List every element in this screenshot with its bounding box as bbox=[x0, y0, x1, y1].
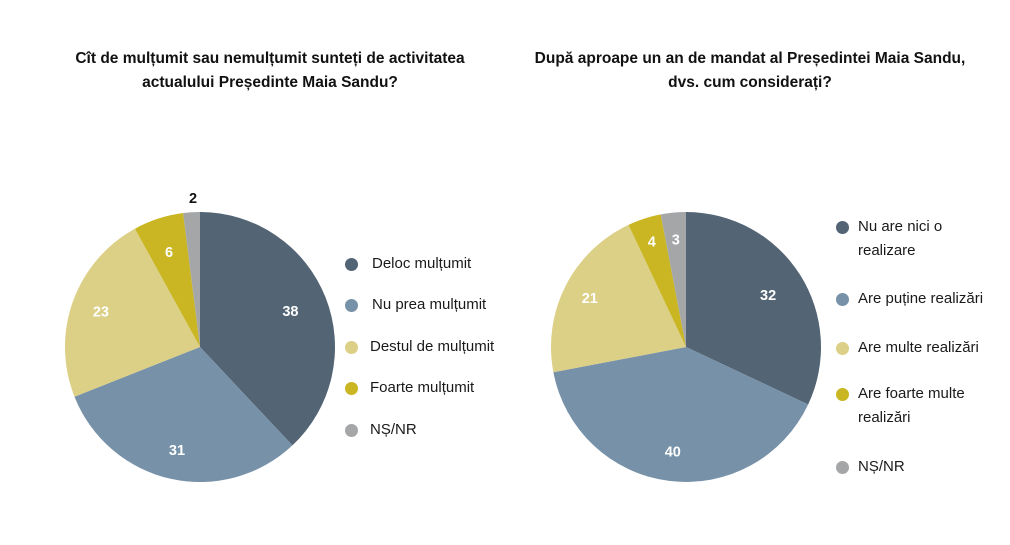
legend-dot bbox=[836, 293, 849, 306]
data-label: 4 bbox=[648, 235, 656, 251]
legend-label: Are foarte multe bbox=[858, 385, 965, 402]
data-label: 31 bbox=[169, 443, 185, 459]
legend-label: Destul de mulțumit bbox=[370, 338, 495, 355]
legend-label: Nu prea mulțumit bbox=[372, 296, 487, 313]
legend-label: NȘ/NR bbox=[370, 421, 417, 438]
pie-slice-5 bbox=[660, 212, 686, 347]
title-line-2: dvs. cum considerați? bbox=[668, 74, 832, 91]
title-line-1: După aproape un an de mandat al Președin… bbox=[534, 50, 966, 67]
chart-title-achievements: După aproape un an de mandat al Președin… bbox=[510, 47, 990, 95]
title-line-1: Cît de mulțumit sau nemulțumit sunteți d… bbox=[75, 50, 465, 67]
data-label: 23 bbox=[93, 304, 109, 320]
pie-slice-4 bbox=[134, 213, 200, 347]
legend-label: Are puține realizări bbox=[858, 290, 984, 307]
data-label: 6 bbox=[165, 245, 173, 261]
legend-label: Deloc mulțumit bbox=[372, 255, 472, 272]
pie-slice-1 bbox=[686, 212, 821, 405]
chart-title-satisfaction: Cît de mulțumit sau nemulțumit sunteți d… bbox=[40, 47, 500, 95]
pie-slice-1 bbox=[200, 212, 335, 446]
data-label: 21 bbox=[582, 291, 598, 307]
legend-label: Are multe realizări bbox=[858, 339, 979, 356]
legend-dot bbox=[345, 382, 358, 395]
legend-dot bbox=[836, 388, 849, 401]
data-label: 2 bbox=[189, 191, 197, 207]
data-label: 3 bbox=[672, 233, 680, 249]
legend-label: Foarte mulțumit bbox=[370, 379, 475, 396]
pie-satisfaction: 38 31 23 6 2 bbox=[64, 191, 335, 482]
legend-dot bbox=[345, 258, 358, 271]
legend-label: Nu are nici o bbox=[858, 218, 943, 235]
pie-slice-4 bbox=[628, 214, 686, 347]
data-label: 32 bbox=[760, 288, 776, 304]
legend-dot bbox=[836, 342, 849, 355]
pie-slice-2 bbox=[74, 347, 293, 482]
pie-achievements: 32 40 21 4 3 bbox=[550, 212, 821, 483]
legend-dot bbox=[345, 424, 358, 437]
pie-slice-2 bbox=[553, 347, 809, 483]
pie-slice-3 bbox=[550, 224, 686, 373]
legend-dot bbox=[836, 461, 849, 474]
legend-dot bbox=[345, 341, 358, 354]
legend-label: NȘ/NR bbox=[858, 458, 905, 475]
legend-label-line2: realizări bbox=[858, 409, 911, 426]
legend-label-line2: realizare bbox=[858, 242, 916, 259]
legend-dot bbox=[345, 299, 358, 312]
pie-slice-5 bbox=[183, 212, 200, 347]
data-label: 38 bbox=[282, 304, 298, 320]
pie-slice-3 bbox=[64, 228, 200, 397]
title-line-2: actualului Președinte Maia Sandu? bbox=[142, 74, 398, 91]
data-label: 40 bbox=[665, 445, 681, 461]
legend-dot bbox=[836, 221, 849, 234]
